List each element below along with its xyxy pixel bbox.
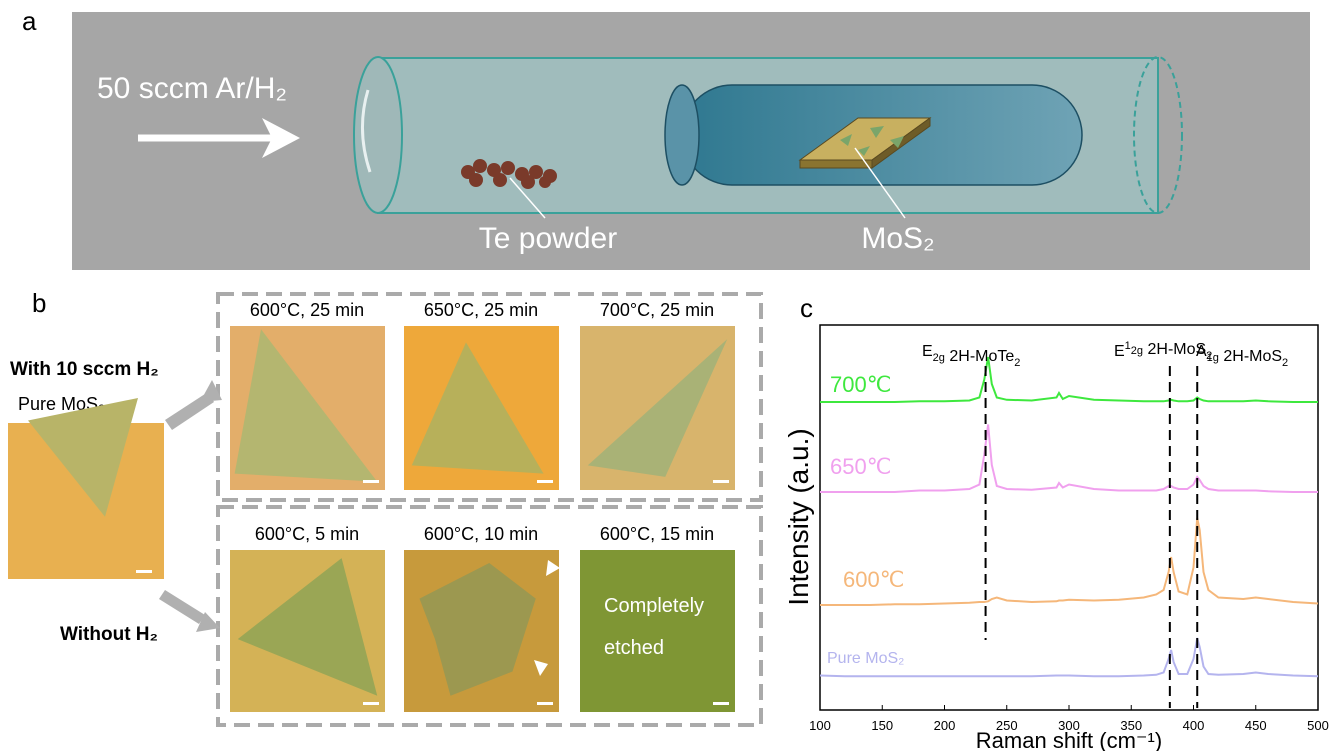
series-label: 650℃: [830, 454, 891, 479]
x-tick-label: 350: [1120, 718, 1142, 733]
series-label: Pure MoS₂: [827, 650, 904, 667]
y-axis-title: Intensity (a.u.): [783, 428, 814, 605]
figure: a 50 sccm Ar/H₂ Te powder MoS₂ b c With …: [0, 0, 1342, 751]
overlay-text: Completely: [604, 595, 704, 617]
peak-label: E2g 2H-MoTe2: [922, 343, 1020, 369]
image-caption: 650°C, 25 min: [424, 300, 538, 320]
peak-label-part: 2g: [1131, 345, 1143, 357]
spectrum: [820, 425, 1318, 493]
scale-bar: [537, 480, 553, 483]
substrate-side: [800, 160, 872, 168]
series-label: 600℃: [843, 567, 904, 592]
peak-label-part: E: [922, 343, 933, 360]
scale-bar: [713, 702, 729, 705]
scale-bar: [713, 480, 729, 483]
peak-label-part: A: [1196, 343, 1207, 360]
image-caption: 600°C, 5 min: [255, 524, 359, 544]
peak-label-part: 2H-MoS: [1219, 348, 1282, 365]
row-label: With 10 sccm H₂: [10, 359, 159, 380]
series-label: 700℃: [830, 372, 891, 397]
peak-label-part: 2: [1014, 357, 1020, 369]
x-tick-label: 250: [996, 718, 1018, 733]
powder-label: Te powder: [479, 222, 617, 255]
x-tick-label: 450: [1245, 718, 1267, 733]
x-tick-label: 100: [809, 718, 831, 733]
x-tick-label: 500: [1307, 718, 1329, 733]
image-caption: 600°C, 10 min: [424, 524, 538, 544]
image-caption: 600°C, 25 min: [250, 300, 364, 320]
x-tick-label: 150: [871, 718, 893, 733]
x-tick-label: 400: [1183, 718, 1205, 733]
peak-label-part: 2H-MoTe: [945, 348, 1014, 365]
panel-label: c: [800, 293, 813, 323]
scale-bar: [363, 702, 379, 705]
image-caption: 600°C, 15 min: [600, 524, 714, 544]
x-tick-label: 300: [1058, 718, 1080, 733]
scale-bar: [537, 702, 553, 705]
peak-label: A1g 2H-MoS2: [1196, 343, 1288, 369]
x-tick-label: 200: [934, 718, 956, 733]
scale-bar: [136, 570, 152, 573]
image-caption: 700°C, 25 min: [600, 300, 714, 320]
flow-label: 50 sccm Ar/H₂: [97, 72, 287, 105]
peak-label-part: 1g: [1207, 352, 1219, 364]
peak-label-part: 2: [1282, 357, 1288, 369]
panel-label: b: [32, 288, 46, 318]
peak-label-part: E: [1114, 343, 1125, 360]
substrate-label: MoS₂: [861, 222, 934, 255]
micrograph: [580, 550, 735, 712]
arrow: [159, 590, 205, 624]
inner-tube-end: [665, 85, 699, 185]
overlay-text: etched: [604, 637, 664, 659]
row-label: Without H₂: [60, 624, 158, 645]
scale-bar: [363, 480, 379, 483]
peak-label-part: 2g: [933, 352, 945, 364]
panel-label: a: [22, 6, 37, 36]
